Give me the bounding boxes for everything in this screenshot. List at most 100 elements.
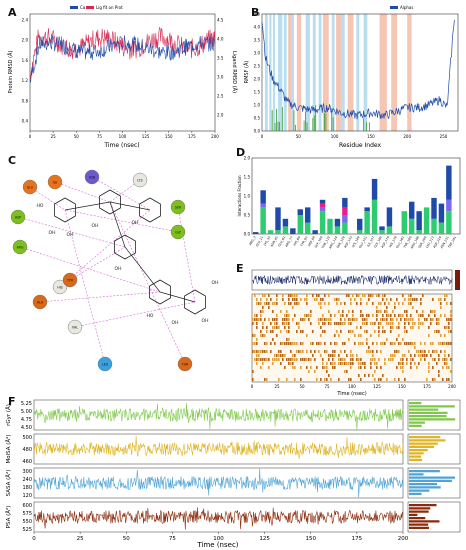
f-hist-bar (409, 526, 429, 529)
e-heat-cell (342, 342, 344, 345)
c-interaction-line (39, 291, 161, 303)
c-residue-label: LEU (102, 363, 109, 367)
e-heat-cell (404, 322, 406, 325)
e-xtick-label: 100 (348, 384, 356, 389)
e-heat-cell (398, 350, 400, 353)
e-heat-cell (306, 366, 308, 369)
panel-letter-c: C (8, 154, 17, 167)
e-heat-cell (286, 318, 288, 321)
e-heat-cell (366, 330, 368, 333)
f-hist-bar (409, 517, 426, 520)
e-heat-cell (278, 358, 280, 361)
e-heat-cell (294, 378, 296, 381)
f-hist-bar (409, 523, 429, 526)
d-xtick-label: SER_204 (417, 235, 427, 248)
a-xtick-label: 0 (29, 134, 32, 139)
d-bar-segment (371, 178, 378, 200)
e-heat-cell (294, 294, 296, 297)
e-heat-cell (420, 314, 422, 317)
b-helix-band (269, 14, 272, 131)
e-heat-cell (284, 314, 286, 317)
e-heat-cell (328, 318, 330, 321)
e-heat-cell (274, 302, 276, 305)
e-heat-cell (406, 330, 408, 333)
e-heat-cell (318, 302, 320, 305)
e-heat-cell (340, 350, 342, 353)
e-heat-cell (292, 298, 294, 301)
e-heat-cell (276, 318, 278, 321)
d-bar-segment (319, 211, 326, 234)
f-ytick-label: 5.25 (21, 401, 32, 407)
e-heat-cell (398, 326, 400, 329)
f-hist-bar (409, 513, 418, 516)
e-heat-cell (428, 362, 430, 365)
e-heat-cell (410, 314, 412, 317)
e-heat-cell (386, 310, 388, 313)
e-heat-cell (342, 310, 344, 313)
e-heat-cell (406, 342, 408, 345)
a-ytick-right-label: 2.5 (217, 94, 224, 99)
e-heat-cell (276, 298, 278, 301)
e-heat-cell (274, 358, 276, 361)
e-heat-cell (392, 318, 394, 321)
e-heat-cell (270, 298, 272, 301)
e-heat-cell (380, 318, 382, 321)
e-xtick-label: 50 (299, 384, 305, 389)
e-heat-cell (382, 330, 384, 333)
d-bar-segment (386, 207, 393, 227)
e-heat-cell (332, 362, 334, 365)
f-hist-bar (409, 507, 431, 510)
e-heat-cell (428, 370, 430, 373)
e-heat-cell (302, 318, 304, 321)
d-bar-segment (409, 201, 415, 219)
e-heat-cell (366, 342, 368, 345)
e-heat-cell (382, 342, 384, 345)
e-heat-cell (404, 330, 406, 333)
e-heat-cell (398, 334, 400, 337)
e-heat-cell (336, 298, 338, 301)
e-heat-cell (318, 318, 320, 321)
e-heat-cell (270, 350, 272, 353)
e-heat-cell (364, 374, 366, 377)
e-heat-cell (444, 342, 446, 345)
e-heat-cell (350, 378, 352, 381)
c-residue-label: ILE (53, 181, 58, 185)
e-heat-cell (410, 362, 412, 365)
f-hist-bar (409, 411, 448, 414)
e-heat-cell (302, 342, 304, 345)
e-heat-cell (384, 358, 386, 361)
e-heat-cell (328, 374, 330, 377)
e-heat-cell (310, 342, 312, 345)
e-heat-cell (286, 322, 288, 325)
b-ytick-label: 4.0 (254, 25, 261, 30)
e-heat-cell (418, 318, 420, 321)
f-series-line (33, 402, 404, 431)
e-heat-cell (280, 342, 282, 345)
panel-f-xlabel: Time (nsec) (196, 541, 238, 549)
d-xtick-label: GLY_160 (373, 235, 383, 248)
e-heat-cell (386, 318, 388, 321)
c-hydroxyl-label: OH (202, 318, 209, 324)
b-ytick-label: 2.5 (254, 64, 261, 69)
c-residue-node (22, 179, 38, 195)
panel-d-frame (251, 157, 461, 235)
e-heat-cell (426, 378, 428, 381)
panel-letter-d: D (236, 146, 246, 159)
e-heat-cell (360, 302, 362, 305)
e-heat-cell (310, 358, 312, 361)
a-xtick-label: 200 (211, 134, 219, 139)
d-bar-segment (438, 222, 445, 234)
a-ytick-left-label: 1.6 (22, 58, 29, 63)
e-heat-cell (430, 310, 432, 313)
e-heat-cell (422, 314, 424, 317)
e-heat-cell (288, 326, 290, 329)
e-heat-cell (450, 302, 452, 305)
e-heat-cell (356, 294, 358, 297)
e-heat-cell (412, 342, 414, 345)
f-hist-bar (409, 439, 446, 442)
d-xtick-label: ILE_157 (366, 235, 375, 247)
e-heat-cell (376, 318, 378, 321)
d-xtick-label: GLU_11 (255, 235, 264, 247)
e-heat-cell (288, 302, 290, 305)
e-heat-cell (344, 362, 346, 365)
